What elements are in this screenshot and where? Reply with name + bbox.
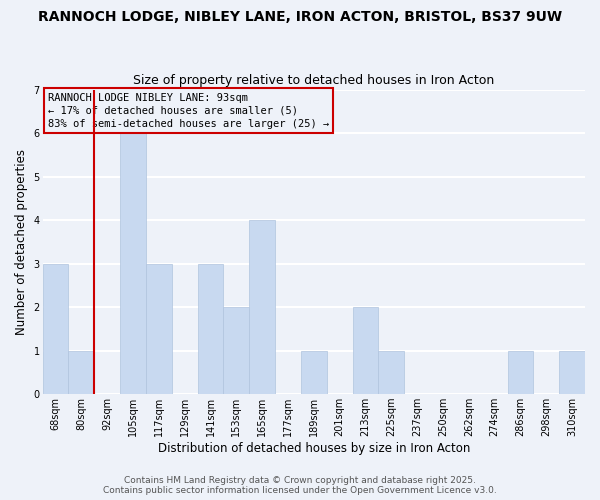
Title: Size of property relative to detached houses in Iron Acton: Size of property relative to detached ho… [133, 74, 494, 87]
Text: Contains HM Land Registry data © Crown copyright and database right 2025.
Contai: Contains HM Land Registry data © Crown c… [103, 476, 497, 495]
X-axis label: Distribution of detached houses by size in Iron Acton: Distribution of detached houses by size … [158, 442, 470, 455]
Bar [43, 264, 68, 394]
Text: RANNOCH LODGE, NIBLEY LANE, IRON ACTON, BRISTOL, BS37 9UW: RANNOCH LODGE, NIBLEY LANE, IRON ACTON, … [38, 10, 562, 24]
Text: RANNOCH LODGE NIBLEY LANE: 93sqm
← 17% of detached houses are smaller (5)
83% of: RANNOCH LODGE NIBLEY LANE: 93sqm ← 17% o… [48, 92, 329, 129]
Bar [197, 264, 223, 394]
Bar [120, 133, 146, 394]
Y-axis label: Number of detached properties: Number of detached properties [15, 149, 28, 335]
Bar [146, 264, 172, 394]
Bar [223, 307, 249, 394]
Bar [559, 350, 585, 394]
Bar [301, 350, 327, 394]
Bar [249, 220, 275, 394]
Bar [68, 350, 94, 394]
Bar [379, 350, 404, 394]
Bar [353, 307, 379, 394]
Bar [508, 350, 533, 394]
